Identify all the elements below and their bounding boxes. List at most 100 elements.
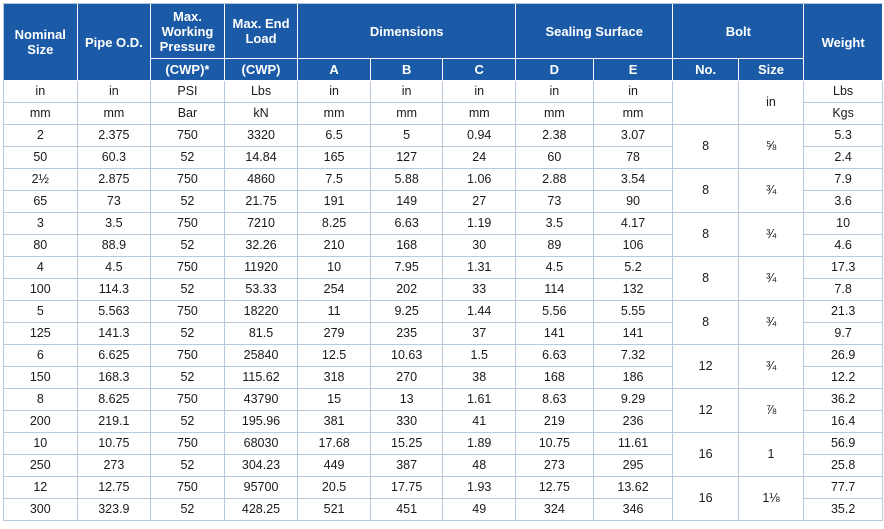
- table-cell: 15.25: [370, 433, 444, 455]
- table-cell: 1.31: [443, 257, 517, 279]
- table-row-metric: 300 323.9 52 428.25 521 451 49 324 346 35.2: [4, 499, 883, 521]
- table-cell: 235: [370, 323, 444, 345]
- table-row-metric: 250 273 52 304.23 449 387 48 273 295 25.8: [4, 455, 883, 477]
- table-cell: 9.29: [593, 389, 674, 411]
- table-cell: 750: [151, 125, 225, 147]
- table-cell: 165: [298, 147, 371, 169]
- table-cell: 65: [4, 191, 78, 213]
- unit-cell: in: [4, 81, 78, 103]
- table-cell: 12.75: [516, 477, 594, 499]
- weight-cell: 7.9: [804, 169, 883, 191]
- table-cell: 52: [151, 147, 225, 169]
- table-cell: 6.63: [516, 345, 594, 367]
- table-cell: 750: [151, 433, 225, 455]
- table-cell: 15: [298, 389, 371, 411]
- table-cell: 750: [151, 389, 225, 411]
- table-cell: 195.96: [224, 411, 299, 433]
- table-cell: 330: [370, 411, 444, 433]
- table-cell: 7210: [224, 213, 299, 235]
- unit-cell: mm: [77, 103, 152, 125]
- header-bolt-no: No.: [673, 59, 739, 81]
- table-cell: 318: [298, 367, 371, 389]
- table-cell: 346: [593, 499, 674, 521]
- header-bolt-size: Size: [738, 59, 805, 81]
- table-cell: 6.63: [370, 213, 444, 235]
- unit-cell: Kgs: [804, 103, 883, 125]
- table-cell: 3.54: [593, 169, 674, 191]
- table-cell: 30: [443, 235, 517, 257]
- unit-cell: mm: [370, 103, 444, 125]
- weight-cell: 10: [804, 213, 883, 235]
- table-cell: 1.19: [443, 213, 517, 235]
- table-cell: 6.5: [298, 125, 371, 147]
- table-cell: 3320: [224, 125, 299, 147]
- table-cell: 323.9: [77, 499, 152, 521]
- table-cell: 141.3: [77, 323, 152, 345]
- table-cell: 43790: [224, 389, 299, 411]
- header-cwp: (CWP): [224, 59, 299, 81]
- table-cell: 106: [593, 235, 674, 257]
- table-row-imperial: 8 8.625 750 43790 15 13 1.61 8.63 9.29 12 ⅞ 36.2: [4, 389, 883, 433]
- table-cell: 52: [151, 455, 225, 477]
- table-cell: 324: [516, 499, 594, 521]
- unit-cell: in: [77, 81, 152, 103]
- table-cell: 141: [593, 323, 674, 345]
- flange-spec-table: Nominal Size Pipe O.D. Max. Working Pres…: [3, 3, 883, 521]
- weight-cell: 5.3: [804, 125, 883, 147]
- table-cell: 5.563: [77, 301, 152, 323]
- table-cell: 60.3: [77, 147, 152, 169]
- table-cell: 202: [370, 279, 444, 301]
- table-cell: 12.5: [298, 345, 371, 367]
- table-cell: 53.33: [224, 279, 299, 301]
- unit-cell: mm: [298, 103, 371, 125]
- weight-cell: 17.3: [804, 257, 883, 279]
- table-row-imperial: 3 3.5 750 7210 8.25 6.63 1.19 3.5 4.17 8 ¾ 10: [4, 213, 883, 257]
- header-cwp-star: (CWP)*: [151, 59, 225, 81]
- table-row-metric: 200 219.1 52 195.96 381 330 41 219 236 16.4: [4, 411, 883, 433]
- table-cell: 115.62: [224, 367, 299, 389]
- header-nominal-size: Nominal Size: [4, 4, 78, 81]
- weight-cell: 25.8: [804, 455, 883, 477]
- table-cell: 387: [370, 455, 444, 477]
- unit-cell: in: [370, 81, 444, 103]
- table-cell: 12: [4, 477, 78, 499]
- table-cell: 7.95: [370, 257, 444, 279]
- table-cell: 89: [516, 235, 594, 257]
- table-cell: 88.9: [77, 235, 152, 257]
- unit-cell: mm: [593, 103, 674, 125]
- table-cell: 32.26: [224, 235, 299, 257]
- table-cell: 2: [4, 125, 78, 147]
- table-cell: 114.3: [77, 279, 152, 301]
- table-cell: 52: [151, 279, 225, 301]
- table-cell: 750: [151, 169, 225, 191]
- unit-cell: kN: [224, 103, 299, 125]
- table-cell: 13.62: [593, 477, 674, 499]
- table-cell: 295: [593, 455, 674, 477]
- unit-cell: in: [593, 81, 674, 103]
- table-row-imperial: 2½ 2.875 750 4860 7.5 5.88 1.06 2.88 3.54 8 ¾ 7.9: [4, 169, 883, 213]
- header-seal-e: E: [593, 59, 674, 81]
- bolt-size-cell: ¾: [738, 213, 805, 257]
- table-cell: 149: [370, 191, 444, 213]
- table-cell: 38: [443, 367, 517, 389]
- table-cell: 68030: [224, 433, 299, 455]
- table-cell: 168: [370, 235, 444, 257]
- bolt-count-cell: 8: [673, 125, 739, 169]
- table-cell: 100: [4, 279, 78, 301]
- bolt-size-cell: ⅞: [738, 389, 805, 433]
- table-cell: 1.93: [443, 477, 517, 499]
- table-cell: 114: [516, 279, 594, 301]
- table-cell: 21.75: [224, 191, 299, 213]
- header-weight: Weight: [804, 4, 883, 81]
- table-cell: 11.61: [593, 433, 674, 455]
- bolt-count-cell: 8: [673, 169, 739, 213]
- table-cell: 8.25: [298, 213, 371, 235]
- table-cell: 2.38: [516, 125, 594, 147]
- table-cell: 4.17: [593, 213, 674, 235]
- unit-cell: in: [516, 81, 594, 103]
- table-cell: 254: [298, 279, 371, 301]
- table-cell: 1.5: [443, 345, 517, 367]
- bolt-count-cell: 16: [673, 477, 739, 521]
- table-cell: 1.89: [443, 433, 517, 455]
- bolt-size-cell: ¾: [738, 169, 805, 213]
